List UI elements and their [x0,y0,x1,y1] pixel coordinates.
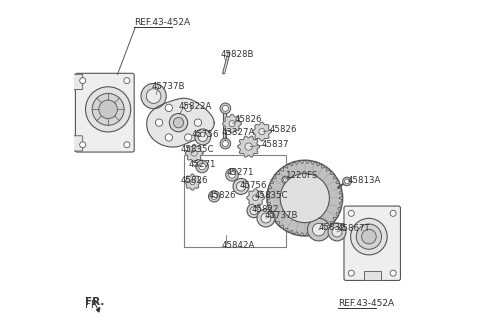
Polygon shape [238,136,260,157]
Circle shape [169,114,188,132]
Circle shape [236,182,246,191]
Circle shape [196,160,208,173]
Circle shape [345,179,349,184]
Circle shape [233,179,249,194]
Text: 45737B: 45737B [152,82,185,90]
Circle shape [85,87,131,132]
Text: 45822A: 45822A [179,102,212,111]
Polygon shape [185,144,203,162]
Text: 45826: 45826 [270,125,298,134]
Polygon shape [223,114,241,133]
Circle shape [141,83,166,109]
Circle shape [226,169,239,181]
Circle shape [356,224,382,249]
Circle shape [173,118,184,128]
Circle shape [185,134,192,141]
Circle shape [252,195,259,201]
Circle shape [259,129,265,135]
Text: 45867T: 45867T [338,224,371,233]
Circle shape [228,172,235,178]
Text: 45756: 45756 [192,130,219,139]
Circle shape [124,142,130,148]
Text: 1220FS: 1220FS [285,171,317,180]
Circle shape [92,93,124,125]
Text: 45832: 45832 [318,223,346,232]
Circle shape [280,174,329,223]
Text: 45822: 45822 [252,205,279,213]
Circle shape [332,227,342,237]
Circle shape [343,177,351,186]
Circle shape [284,178,288,182]
Polygon shape [184,174,201,190]
Circle shape [229,121,235,127]
Polygon shape [96,308,100,312]
Polygon shape [147,98,214,147]
Text: FR.: FR. [84,297,104,308]
Circle shape [250,207,258,215]
Circle shape [245,143,252,150]
Circle shape [220,138,231,149]
Polygon shape [252,122,271,141]
FancyBboxPatch shape [72,136,83,151]
Text: 45737B: 45737B [265,211,299,220]
Text: 43327A: 43327A [222,128,255,137]
Circle shape [348,210,354,216]
Text: 45826: 45826 [180,176,208,185]
Circle shape [199,163,205,170]
Circle shape [361,229,376,244]
Circle shape [80,142,86,148]
Circle shape [222,106,228,111]
Text: 45826: 45826 [235,115,263,124]
Circle shape [211,193,217,199]
Circle shape [261,213,271,223]
Circle shape [222,141,228,147]
Circle shape [185,104,192,112]
Text: 45813A: 45813A [348,176,381,185]
Bar [364,271,381,280]
Text: 45828B: 45828B [220,50,253,59]
Circle shape [308,218,330,241]
Text: 45842A: 45842A [222,241,255,250]
FancyBboxPatch shape [75,73,134,152]
Circle shape [80,78,86,84]
Circle shape [267,160,343,236]
Text: REF.43-452A: REF.43-452A [134,18,190,27]
Circle shape [194,119,202,126]
Text: REF.43-452A: REF.43-452A [338,299,394,308]
Circle shape [328,223,346,241]
Text: 45271: 45271 [227,168,254,177]
Circle shape [348,270,354,276]
Circle shape [198,132,207,142]
Circle shape [257,209,275,227]
Text: 45826: 45826 [208,191,236,200]
Text: 45835C: 45835C [255,191,288,200]
FancyBboxPatch shape [344,206,400,280]
Circle shape [390,210,396,216]
Circle shape [247,204,261,218]
Circle shape [220,103,231,114]
Circle shape [191,150,197,156]
Circle shape [99,100,118,119]
Text: 45756: 45756 [240,181,267,190]
Circle shape [165,104,172,112]
Circle shape [390,270,396,276]
Circle shape [312,223,325,236]
Circle shape [165,134,172,141]
Text: FR.: FR. [84,300,100,310]
Circle shape [156,119,163,126]
Polygon shape [247,189,264,207]
Circle shape [190,180,195,185]
Text: 45837: 45837 [262,140,289,149]
Circle shape [282,176,289,184]
Circle shape [195,129,211,145]
Circle shape [124,78,130,84]
Text: 45835C: 45835C [180,145,214,154]
FancyBboxPatch shape [72,74,83,89]
Circle shape [208,191,220,202]
Circle shape [146,89,161,104]
Text: 45271: 45271 [189,160,216,169]
Circle shape [350,218,387,255]
